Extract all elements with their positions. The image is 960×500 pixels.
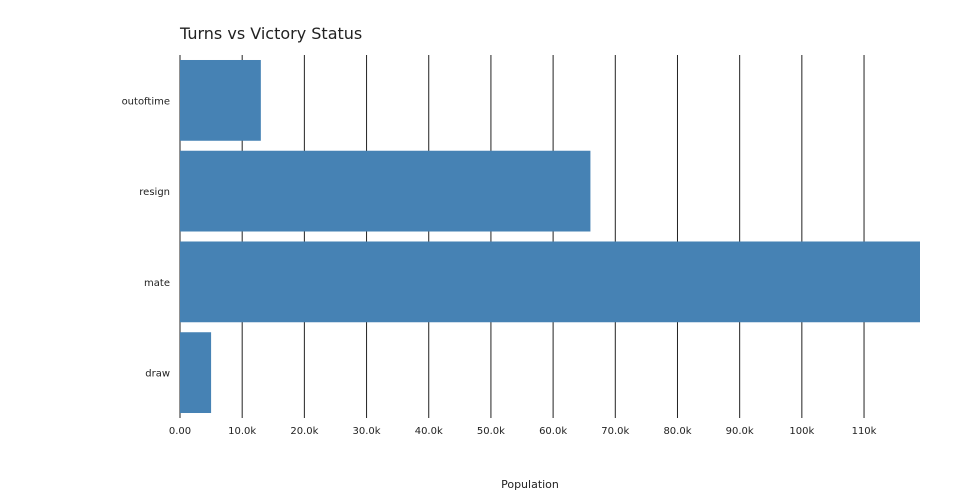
bar-resign[interactable] [180, 150, 591, 232]
x-axis-ticks: 0.00 10.0k 20.0k 30.0k 40.0k 50.0k 60.0k 70.0k 8… [169, 426, 877, 437]
x-tick-label: 100k [789, 426, 814, 437]
y-category-label: outoftime [122, 96, 170, 107]
y-category-label: mate [144, 278, 170, 289]
x-tick-label: 60.0k [539, 426, 567, 437]
y-category-label: resign [139, 187, 170, 198]
y-category-label: draw [145, 369, 170, 380]
bar-draw[interactable] [180, 332, 212, 414]
bar-mate[interactable] [180, 241, 920, 323]
x-tick-label: 0.00 [169, 426, 191, 437]
chart-title: Turns vs Victory Status [180, 24, 363, 43]
x-tick-label: 30.0k [353, 426, 381, 437]
x-tick-label: 90.0k [726, 426, 754, 437]
x-tick-label: 70.0k [601, 426, 629, 437]
x-tick-label: 40.0k [415, 426, 443, 437]
x-axis-label: Population [501, 478, 559, 491]
bars [180, 59, 920, 414]
x-tick-label: 10.0k [228, 426, 256, 437]
x-tick-label: 80.0k [663, 426, 691, 437]
bar-outoftime[interactable] [180, 59, 261, 141]
x-tick-label: 50.0k [477, 426, 505, 437]
x-tick-label: 110k [852, 426, 877, 437]
y-axis-categories: outoftime resign mate draw [122, 96, 170, 379]
x-tick-label: 20.0k [290, 426, 318, 437]
grid-lines [179, 55, 865, 418]
